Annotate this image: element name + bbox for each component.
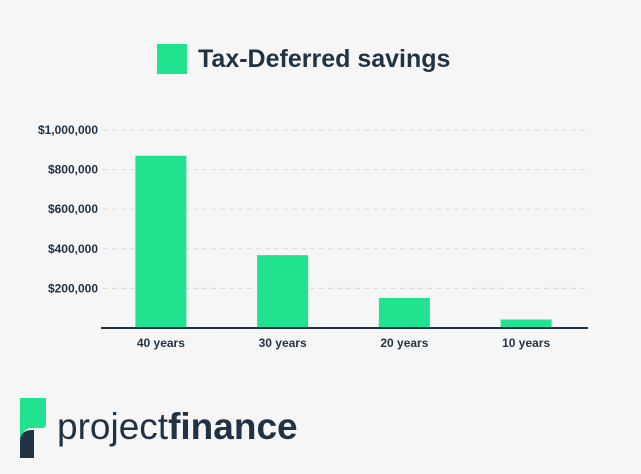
x-tick-label: 40 years bbox=[137, 336, 185, 350]
logo-wordmark: projectfinance bbox=[57, 406, 298, 447]
legend-swatch bbox=[157, 44, 187, 74]
x-axis-ticks: 40 years 30 years 20 years 10 years bbox=[137, 336, 551, 350]
logo-text-finance: finance bbox=[168, 406, 298, 447]
y-axis-ticks: $200,000 $400,000 $600,000 $800,000 $1,000,0… bbox=[38, 123, 98, 295]
bar bbox=[500, 319, 552, 328]
bar bbox=[135, 155, 187, 328]
y-tick-label: $400,000 bbox=[48, 242, 98, 256]
bar bbox=[378, 297, 430, 328]
y-tick-label: $600,000 bbox=[48, 202, 98, 216]
logo-text-project: project bbox=[57, 406, 169, 447]
project-finance-logo: projectfinance bbox=[20, 398, 298, 458]
x-tick-label: 30 years bbox=[259, 336, 307, 350]
bar bbox=[257, 255, 309, 328]
legend: Tax-Deferred savings bbox=[157, 44, 450, 74]
legend-label: Tax-Deferred savings bbox=[198, 45, 450, 73]
y-tick-label: $1,000,000 bbox=[38, 123, 98, 137]
y-tick-label: $200,000 bbox=[48, 281, 98, 295]
x-tick-label: 20 years bbox=[380, 336, 428, 350]
project-finance-logo-icon bbox=[20, 398, 46, 458]
bars bbox=[135, 155, 552, 328]
x-tick-label: 10 years bbox=[502, 336, 550, 350]
y-tick-label: $800,000 bbox=[48, 163, 98, 177]
